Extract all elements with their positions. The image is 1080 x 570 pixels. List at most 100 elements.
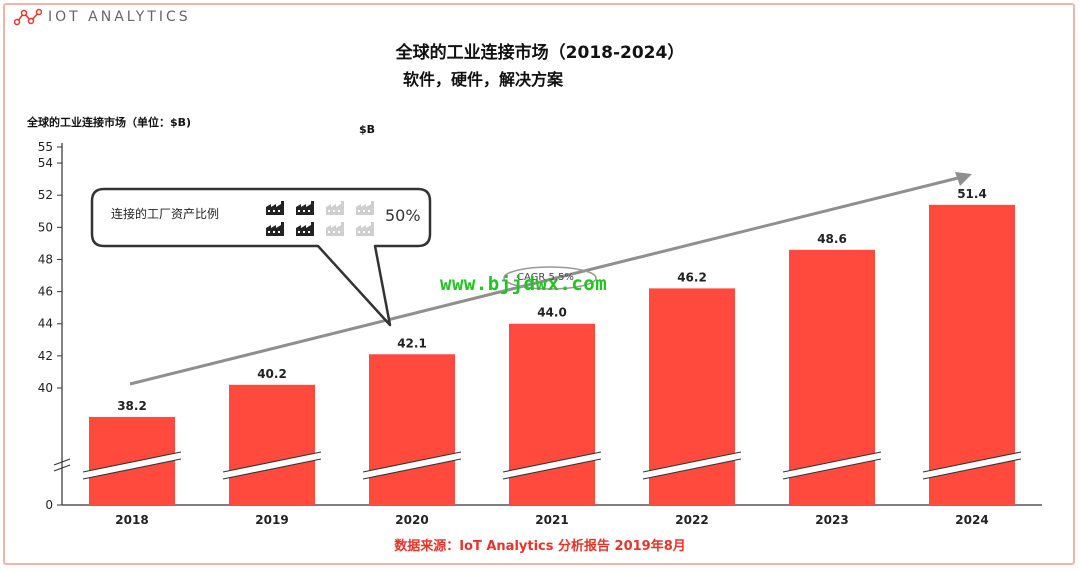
factory-window xyxy=(328,231,330,233)
bar-break-line xyxy=(362,458,462,480)
factory-window xyxy=(268,231,270,233)
bar-break-line xyxy=(642,458,742,480)
bar-break-gap xyxy=(503,452,601,479)
data-label: 44.0 xyxy=(537,306,567,320)
bar-break-line xyxy=(922,451,1022,473)
callout-text: 连接的工厂资产比例 xyxy=(111,207,220,221)
bar xyxy=(229,384,315,505)
x-tick-label: 2022 xyxy=(675,513,708,527)
x-tick-label: 2018 xyxy=(115,513,148,527)
x-tick-label: 2023 xyxy=(815,513,848,527)
factory-window xyxy=(273,210,275,212)
network-dots-icon xyxy=(14,8,42,26)
factory-window xyxy=(368,210,370,212)
bar-break-line xyxy=(782,458,882,480)
factory-window xyxy=(358,231,360,233)
brand-logo: IOT ANALYTICS xyxy=(14,6,191,28)
data-label: 51.4 xyxy=(957,187,987,201)
bar-break-gap xyxy=(643,452,741,479)
x-tick-label: 2021 xyxy=(535,513,568,527)
factory-window xyxy=(303,231,305,233)
factory-window xyxy=(298,231,300,233)
bar xyxy=(509,323,595,505)
bar xyxy=(369,354,455,505)
cagr-ellipse xyxy=(503,266,597,290)
bar xyxy=(929,204,1015,505)
x-tick-label: 2024 xyxy=(955,513,988,527)
factory-window xyxy=(338,210,340,212)
chart-title: 全球的工业连接市场（2018-2024） xyxy=(395,43,685,63)
bar-break-line xyxy=(922,458,1022,480)
y-tick-label: 54 xyxy=(38,156,53,170)
cagr-label: CAGR 5.5% xyxy=(517,272,574,283)
y-axis-label: 全球的工业连接市场（单位：$B) xyxy=(27,116,192,129)
factory-icon xyxy=(356,201,374,215)
bar-break-gap xyxy=(783,452,881,479)
axis-break-mark xyxy=(53,464,71,472)
bar-break-line xyxy=(502,458,602,480)
data-label: 42.1 xyxy=(397,336,427,350)
bar-break-gap xyxy=(83,452,181,479)
data-label: 38.2 xyxy=(117,399,147,413)
factory-icon xyxy=(326,222,344,236)
source-note: 数据来源：IoT Analytics 分析报告 2019年8月 xyxy=(394,539,686,554)
factory-window xyxy=(333,210,335,212)
y-tick-label: 55 xyxy=(38,140,53,154)
factory-icon xyxy=(296,201,314,215)
y-tick-label: 52 xyxy=(38,188,53,202)
factory-window xyxy=(368,231,370,233)
factory-window xyxy=(338,231,340,233)
data-label: 40.2 xyxy=(257,367,287,381)
bar-break-line xyxy=(222,451,322,473)
factory-window xyxy=(308,231,310,233)
factory-window xyxy=(308,210,310,212)
factory-window xyxy=(363,210,365,212)
callout-percent: 50% xyxy=(385,206,421,225)
bar-break-gap xyxy=(923,452,1021,479)
bar-break-line xyxy=(642,451,742,473)
axis-break-mark xyxy=(53,458,71,466)
y-tick-label: 42 xyxy=(38,349,53,363)
bar-break-line xyxy=(82,451,182,473)
factory-window xyxy=(273,231,275,233)
chart-subtitle: 软件，硬件，解决方案 xyxy=(403,70,564,89)
factory-window xyxy=(358,210,360,212)
y-tick-label: 46 xyxy=(38,285,53,299)
unit-label: $B xyxy=(359,123,376,136)
bar-break-gap xyxy=(363,452,461,479)
factory-window xyxy=(278,231,280,233)
factory-icon xyxy=(296,222,314,236)
logo-text: IOT ANALYTICS xyxy=(48,9,191,25)
x-tick-label: 2019 xyxy=(255,513,288,527)
chart-frame xyxy=(3,3,1075,565)
factory-icon xyxy=(326,201,344,215)
trend-arrow-line xyxy=(129,175,963,386)
data-label: 48.6 xyxy=(817,232,847,246)
bar-break-line xyxy=(362,451,462,473)
y-tick-label: 44 xyxy=(38,317,53,331)
y-tick-label: 0 xyxy=(45,498,53,512)
factory-icon xyxy=(356,222,374,236)
x-tick-label: 2020 xyxy=(395,513,428,527)
data-label: 46.2 xyxy=(677,270,707,284)
factory-icon xyxy=(266,201,284,215)
factory-window xyxy=(303,210,305,212)
bar-break-line xyxy=(782,451,882,473)
watermark-text: www.bjjdwx.com xyxy=(440,273,608,295)
factory-window xyxy=(298,210,300,212)
y-tick-label: 48 xyxy=(38,252,53,266)
factory-icon xyxy=(266,222,284,236)
y-tick-label: 40 xyxy=(38,381,53,395)
factory-window xyxy=(363,231,365,233)
bar-break-line xyxy=(502,451,602,473)
bar-break-line xyxy=(82,458,182,480)
factory-window xyxy=(278,210,280,212)
factory-window xyxy=(333,231,335,233)
trend-arrow-head xyxy=(955,172,972,186)
factory-window xyxy=(328,210,330,212)
bar-break-line xyxy=(222,458,322,480)
callout-bubble xyxy=(90,187,432,327)
factory-window xyxy=(268,210,270,212)
y-tick-label: 50 xyxy=(38,220,53,234)
